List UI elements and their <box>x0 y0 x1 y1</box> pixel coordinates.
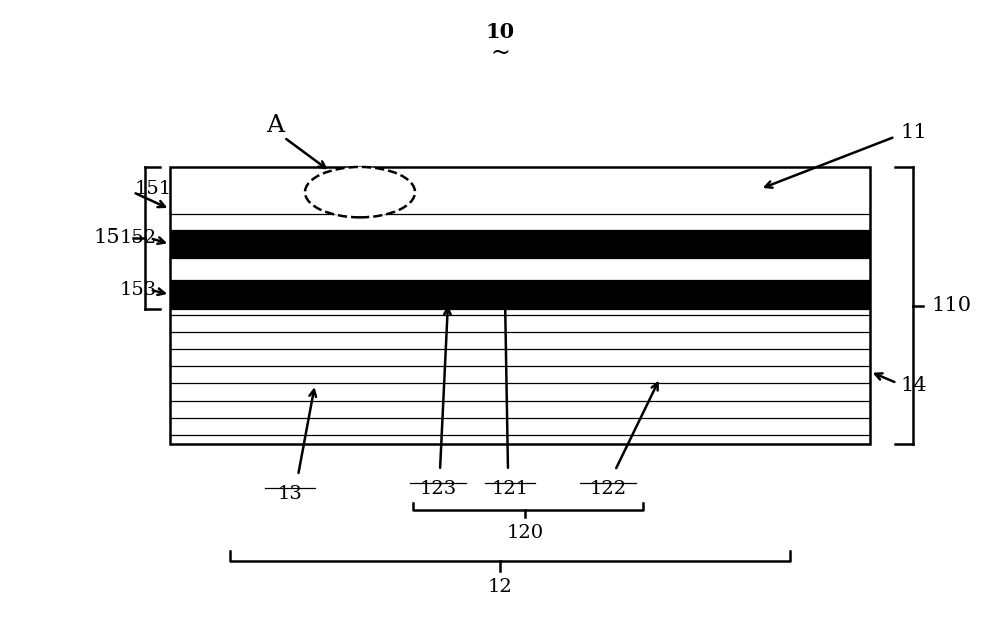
Text: 110: 110 <box>931 296 971 315</box>
Text: 13: 13 <box>278 485 302 503</box>
Text: ~: ~ <box>490 42 510 65</box>
Text: 151: 151 <box>135 180 172 198</box>
Text: A: A <box>266 115 284 137</box>
Text: 123: 123 <box>419 480 457 498</box>
Bar <box>170 280 870 309</box>
Text: 11: 11 <box>900 123 927 142</box>
Text: 12: 12 <box>488 578 512 597</box>
Text: 15: 15 <box>93 228 120 248</box>
Bar <box>170 230 870 258</box>
Text: 120: 120 <box>506 524 544 542</box>
Text: 153: 153 <box>120 281 157 299</box>
Text: 10: 10 <box>485 21 515 42</box>
Text: 121: 121 <box>491 480 529 498</box>
Text: 14: 14 <box>900 376 927 395</box>
Ellipse shape <box>305 167 415 217</box>
Bar <box>170 167 870 444</box>
Text: 152: 152 <box>120 229 157 247</box>
Text: 122: 122 <box>589 480 627 498</box>
